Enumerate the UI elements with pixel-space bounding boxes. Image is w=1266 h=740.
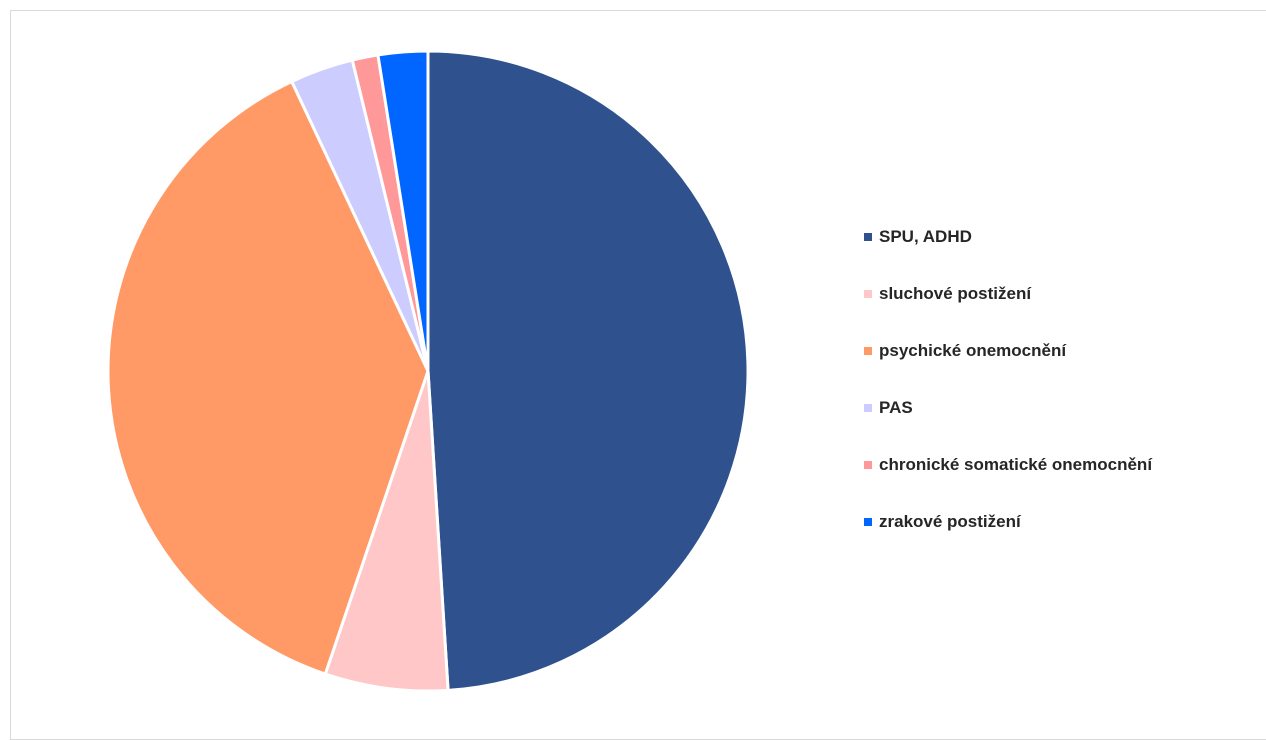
legend-item-sluchove-postizeni: sluchové postižení (864, 279, 1152, 308)
legend-swatch (864, 517, 872, 526)
legend-swatch (864, 403, 872, 412)
legend-label: zrakové postižení (879, 511, 1021, 531)
pie-slice-psychicke-onemocneni (106, 79, 430, 676)
legend-label: PAS (879, 397, 913, 417)
pie-chart (106, 49, 750, 693)
legend-label: SPU, ADHD (879, 226, 972, 246)
legend-label: chronické somatické onemocnění (879, 454, 1153, 474)
legend: SPU, ADHD sluchové postižení psychické o… (864, 222, 1152, 564)
pie-slices (106, 49, 750, 693)
legend-swatch (864, 460, 872, 469)
legend-item-spu-adhd: SPU, ADHD (864, 222, 1152, 251)
pie-slice-zrakove-postizeni (376, 49, 430, 373)
legend-swatch (864, 346, 872, 355)
legend-item-chronicke-somaticke-onemocneni: chronické somatické onemocnění (864, 450, 1152, 479)
legend-item-zrakove-postizeni: zrakové postižení (864, 507, 1152, 536)
legend-item-pas: PAS (864, 393, 1152, 422)
legend-item-psychicke-onemocneni: psychické onemocnění (864, 336, 1152, 365)
legend-label: psychické onemocnění (879, 340, 1067, 360)
legend-swatch (864, 289, 872, 298)
legend-swatch (864, 232, 872, 241)
legend-label: sluchové postižení (879, 283, 1032, 303)
pie-slice-sluchove-postizeni (323, 369, 450, 693)
pie-slice-spu-adhd (426, 49, 750, 692)
